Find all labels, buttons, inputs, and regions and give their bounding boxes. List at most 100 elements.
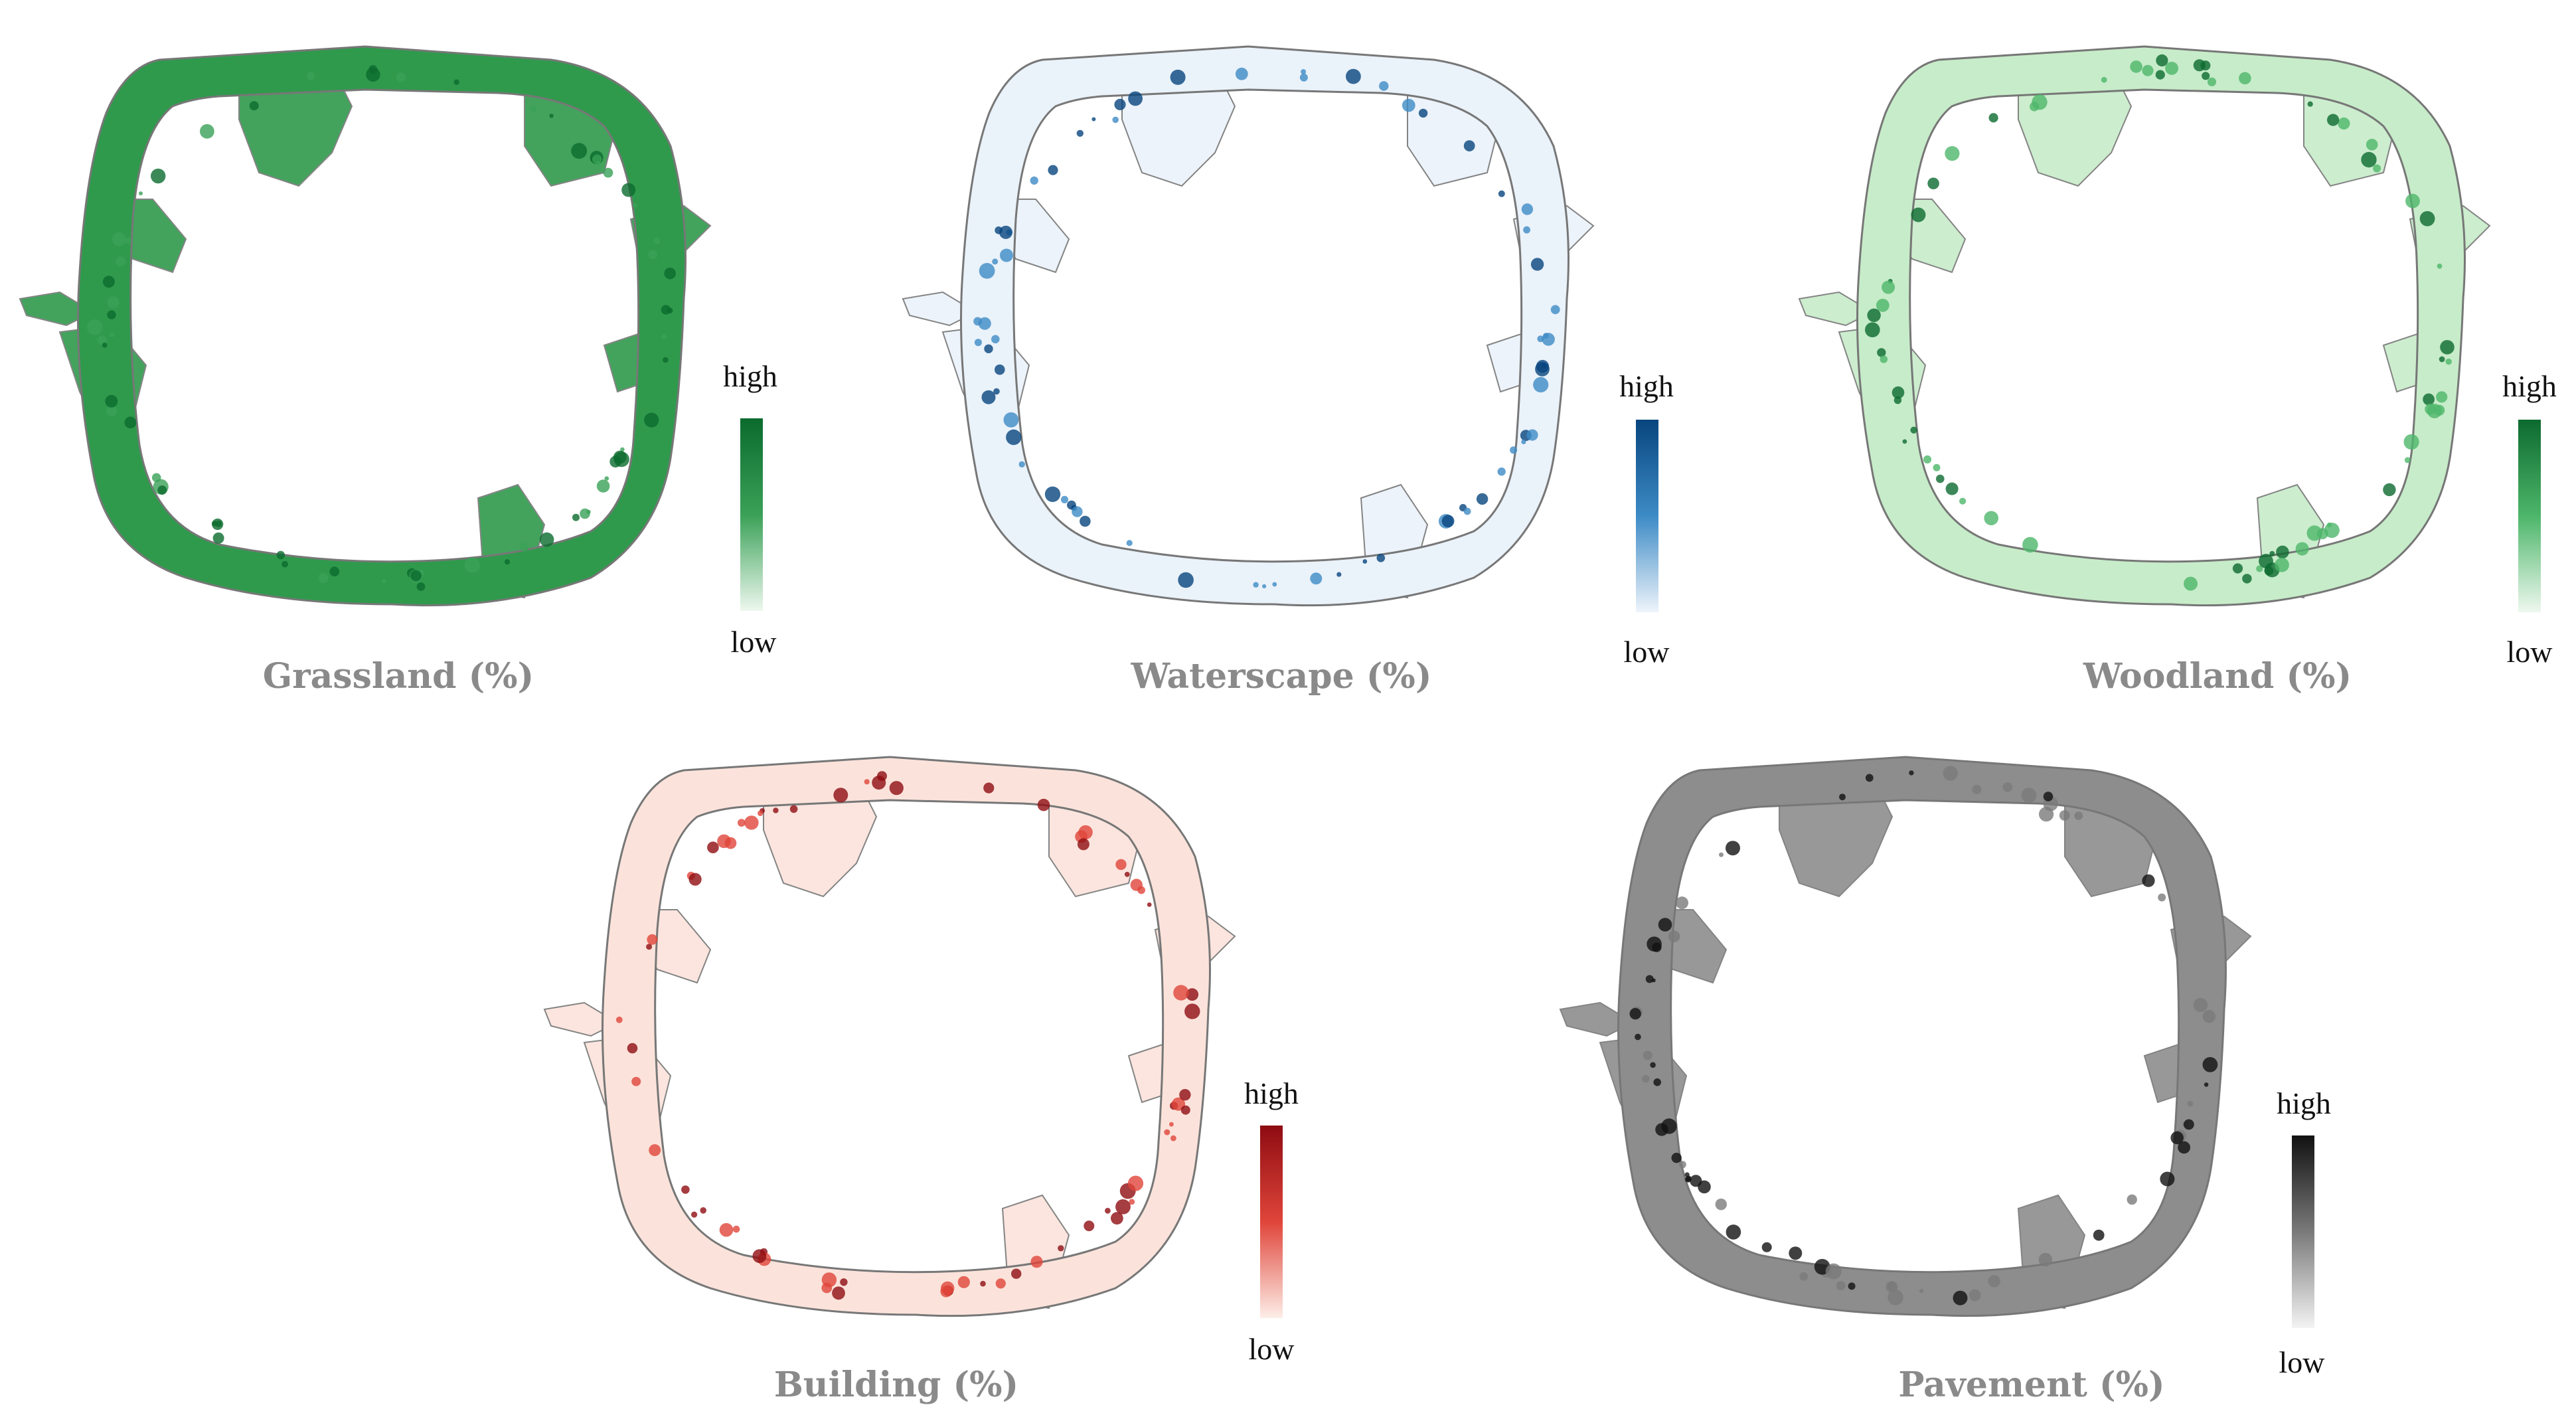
hotspot-24: [832, 1286, 845, 1300]
hotspot-2: [1726, 841, 1740, 856]
hotspot-49: [1115, 1199, 1131, 1215]
hotspot-40: [1058, 1245, 1064, 1252]
hotspot-40: [2295, 542, 2309, 556]
waterscape-legend-bar: [1636, 420, 1658, 612]
hotspot-27: [596, 479, 610, 493]
hotspot-38: [2327, 114, 2340, 126]
hotspot-38: [1072, 506, 1083, 517]
hotspot-19: [631, 1076, 641, 1086]
building-legend-bar: [1260, 1126, 1283, 1318]
hotspot-6: [249, 101, 259, 111]
hotspot-41: [107, 296, 120, 309]
hotspot-46: [1011, 1268, 1022, 1279]
hotspot-1: [2002, 782, 2013, 792]
hotspot-69: [789, 805, 798, 813]
hotspot-37: [1310, 572, 1323, 585]
woodland-map: [1798, 45, 2491, 607]
grassland-legend-low: low: [730, 625, 777, 659]
hotspot-60: [1943, 766, 1958, 781]
hotspot-50: [2021, 788, 2037, 803]
hotspot-35: [621, 183, 636, 197]
hotspot-28: [105, 394, 118, 408]
hotspot-44: [1988, 1275, 2000, 1288]
hotspot-56: [112, 232, 126, 246]
hotspot-11: [2437, 263, 2443, 269]
hotspot-54: [453, 79, 459, 85]
hotspot-32: [719, 1222, 734, 1237]
hotspot-22: [1882, 280, 1895, 294]
hotspot-8: [681, 1185, 690, 1194]
hotspot-15: [664, 268, 676, 280]
hotspot-15: [1510, 446, 1518, 454]
hotspot-6: [840, 1278, 848, 1286]
hotspot-33: [87, 319, 103, 335]
hotspot-56: [1550, 305, 1560, 315]
waterscape-map: [902, 45, 1595, 607]
hotspot-4: [1678, 1161, 1686, 1169]
hotspot-30: [1253, 582, 1259, 588]
hotspot-18: [1262, 584, 1267, 589]
hotspot-60: [596, 161, 601, 166]
hotspot-49: [995, 226, 1003, 234]
hotspot-18: [2202, 1009, 2216, 1023]
hotspot-51: [1651, 978, 1656, 983]
hotspot-25: [1030, 1256, 1043, 1268]
hotspot-12: [2276, 545, 2289, 559]
hotspot-52: [2207, 77, 2217, 86]
hotspot-68: [700, 1207, 706, 1214]
hotspot-47: [688, 873, 702, 886]
hotspot-26: [520, 543, 529, 552]
study-area-ring: [602, 756, 1211, 1317]
hotspot-64: [941, 1281, 955, 1296]
hotspot-0: [1668, 930, 1680, 942]
hotspot-47: [1523, 226, 1530, 234]
hotspot-9: [744, 815, 759, 830]
woodland-legend-high: high: [2502, 369, 2557, 403]
hotspot-48: [1037, 798, 1050, 811]
hotspot-30: [1972, 784, 1982, 795]
hotspot-28: [2338, 117, 2350, 130]
hotspot-57: [2445, 358, 2452, 365]
hotspot-67: [991, 335, 1000, 344]
hotspot-35: [1635, 1033, 1641, 1041]
hotspot-40: [1376, 554, 1386, 562]
woodland-legend-low: low: [2506, 635, 2553, 669]
hotspot-16: [1876, 298, 1890, 312]
hotspot-50: [1463, 507, 1471, 515]
hotspot-29: [200, 124, 214, 139]
hotspot-21: [1953, 1290, 1968, 1305]
hotspot-55: [957, 1276, 970, 1288]
hotspot-38: [2039, 807, 2054, 822]
hotspot-8: [2423, 393, 2435, 406]
hotspot-56: [1848, 1282, 1856, 1290]
hotspot-68: [2242, 574, 2252, 584]
waterscape-legend-low: low: [1623, 635, 1670, 669]
waterscape-legend-high: high: [1619, 369, 1674, 403]
hotspot-5: [1537, 335, 1544, 343]
hotspot-21: [2259, 554, 2273, 568]
hotspot-24: [1984, 511, 1998, 526]
hotspot-29: [983, 782, 995, 794]
hotspot-42: [2361, 151, 2377, 168]
hotspot-46: [1301, 69, 1307, 75]
hotspot-17: [1893, 396, 1902, 404]
hotspot-63: [1111, 1212, 1123, 1225]
hotspot-46: [2142, 874, 2155, 887]
hotspot-65: [1719, 852, 1724, 857]
hotspot-33: [1867, 308, 1881, 322]
hotspot-58: [1498, 190, 1505, 197]
hotspot-59: [1402, 98, 1415, 112]
hotspot-66: [2032, 94, 2048, 110]
hotspot-61: [2405, 193, 2420, 209]
hotspot-43: [2074, 811, 2083, 820]
hotspot-54: [974, 339, 982, 347]
hotspot-19: [1988, 113, 1998, 123]
hotspot-36: [124, 416, 137, 429]
hotspot-69: [276, 550, 285, 560]
hotspot-26: [2202, 1056, 2218, 1072]
hotspot-62: [1799, 1272, 1809, 1281]
hotspot-50: [416, 582, 426, 591]
hotspot-44: [995, 364, 1005, 375]
hotspot-59: [1658, 918, 1672, 932]
hotspot-14: [1521, 439, 1526, 445]
